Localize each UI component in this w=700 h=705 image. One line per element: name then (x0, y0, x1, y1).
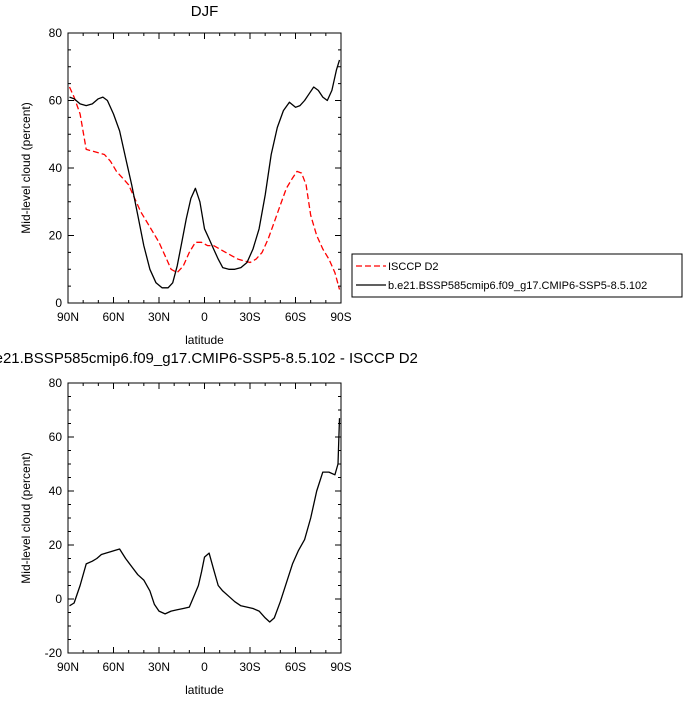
panel-title: b.e21.BSSP585cmip6.f09_g17.CMIP6-SSP5-8.… (0, 350, 418, 367)
x-tick-label: 90S (330, 660, 351, 674)
x-tick-label: 60S (285, 310, 306, 324)
plot-frame (67, 32, 342, 304)
x-tick-label: 60N (102, 660, 124, 674)
y-tick-label: 40 (49, 161, 63, 175)
x-tick-label: 90N (57, 660, 79, 674)
y-tick-label: 20 (49, 538, 63, 552)
y-tick-label: -20 (45, 646, 63, 660)
y-tick-label: 40 (49, 484, 63, 498)
y-axis-label: Mid-level cloud (percent) (19, 452, 33, 583)
panel-title: DJF (191, 3, 219, 20)
legend-box (351, 253, 683, 298)
x-tick-label: 90S (330, 310, 351, 324)
x-tick-label: 60S (285, 660, 306, 674)
x-axis-label: latitude (185, 683, 224, 697)
x-tick-label: 60N (102, 310, 124, 324)
series-line-0 (69, 418, 341, 623)
y-tick-label: 60 (49, 94, 63, 108)
y-tick-label: 60 (49, 430, 63, 444)
plot-frame (67, 382, 342, 654)
x-tick-label: 0 (201, 660, 208, 674)
y-tick-label: 20 (49, 229, 63, 243)
legend-label: ISCCP D2 (388, 261, 439, 273)
bottom-panel: b.e21.BSSP585cmip6.f09_g17.CMIP6-SSP5-8.… (0, 350, 418, 697)
y-axis-label: Mid-level cloud (percent) (19, 102, 33, 233)
x-tick-label: 30N (148, 310, 170, 324)
x-tick-label: 0 (201, 310, 208, 324)
y-tick-label: 80 (49, 376, 63, 390)
y-tick-label: 0 (55, 592, 62, 606)
series-line-isccp-d2 (68, 86, 341, 290)
y-tick-label: 80 (49, 26, 63, 40)
x-tick-label: 90N (57, 310, 79, 324)
series-line-b-e21-bssp585cmip6-f09-g17-cmip6-ssp5-8-5-102 (69, 59, 341, 289)
x-axis-label: latitude (185, 333, 224, 347)
legend-label: b.e21.BSSP585cmip6.f09_g17.CMIP6-SSP5-8.… (388, 280, 647, 292)
x-tick-label: 30N (148, 660, 170, 674)
top-panel: DJF latitude Mid-level cloud (percent) 9… (19, 3, 683, 347)
x-tick-label: 30S (239, 310, 260, 324)
y-tick-label: 0 (55, 296, 62, 310)
x-tick-label: 30S (239, 660, 260, 674)
